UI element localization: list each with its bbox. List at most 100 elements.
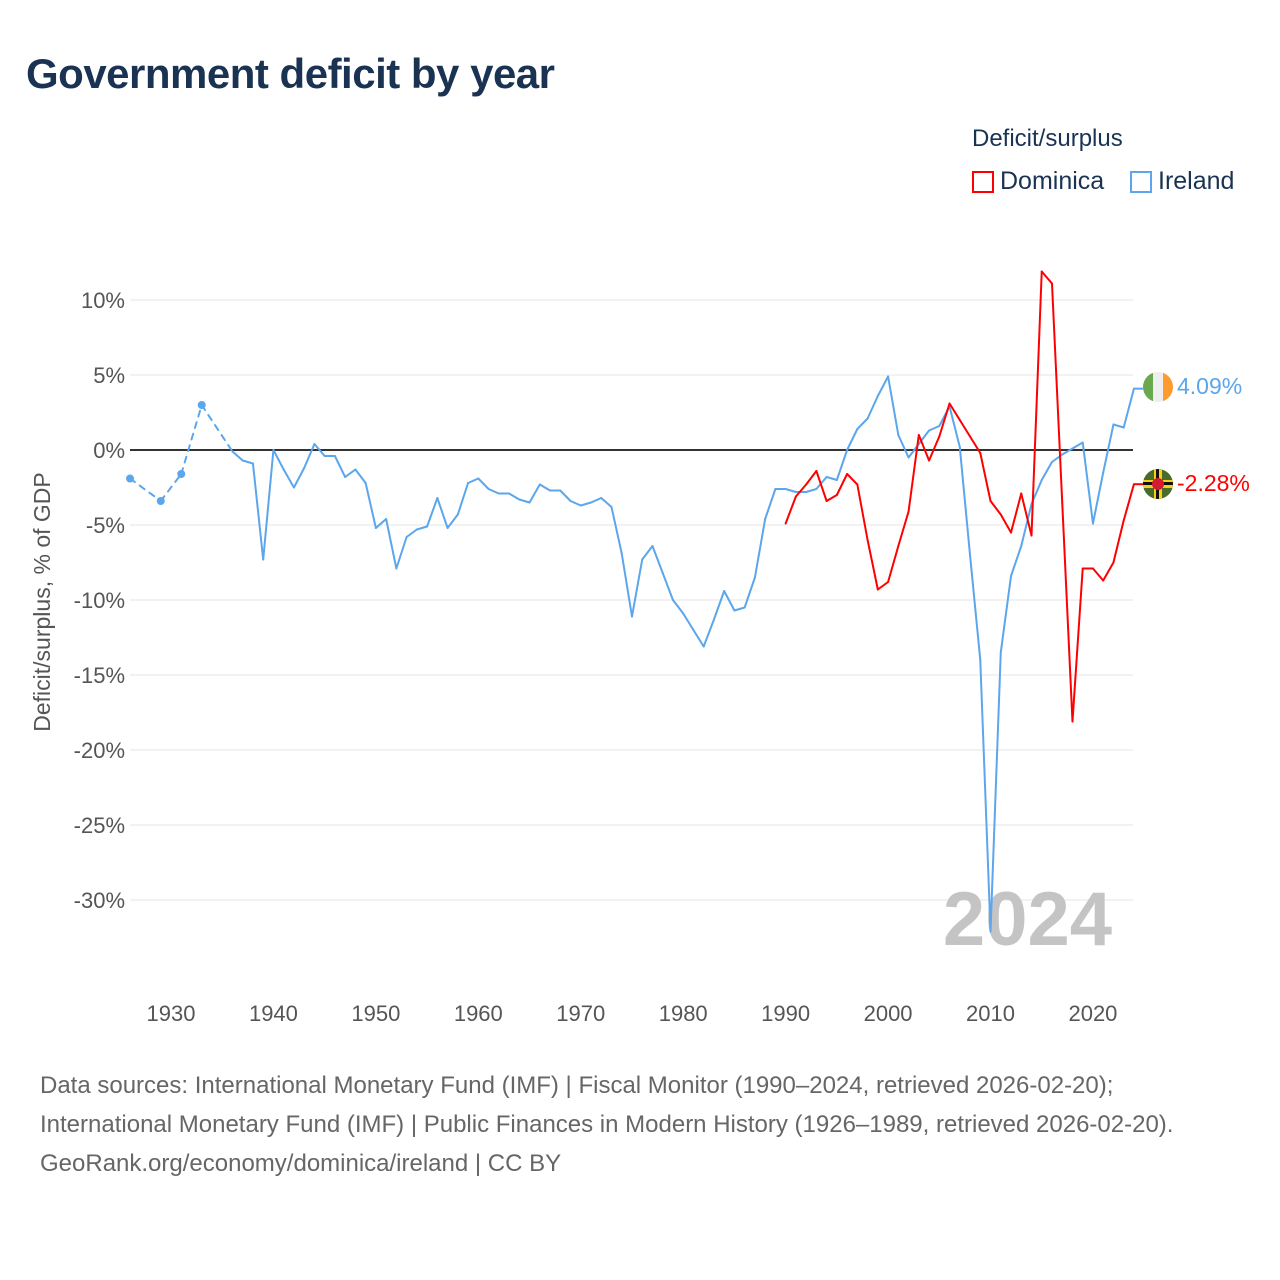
line-segment xyxy=(590,497,603,504)
line-segment xyxy=(231,450,244,462)
line-segment xyxy=(415,525,429,531)
line-segment xyxy=(436,497,449,529)
line-segment xyxy=(723,590,736,612)
line-segment xyxy=(129,477,162,502)
line-segment xyxy=(846,428,859,451)
line-segment xyxy=(907,434,920,513)
ireland-end-label: 4.09% xyxy=(1177,373,1242,399)
x-tick-label: 1940 xyxy=(249,1001,298,1026)
line-segment xyxy=(313,443,326,457)
line-segment xyxy=(651,545,664,574)
line-segment xyxy=(733,606,746,612)
line-segment xyxy=(979,659,992,933)
line-segment xyxy=(897,510,910,547)
legend-item-dominica[interactable]: Dominica xyxy=(972,167,1104,196)
x-tick-label: 1990 xyxy=(761,1001,810,1026)
line-segment xyxy=(641,545,654,561)
line-segment xyxy=(272,449,285,471)
line-segment xyxy=(1040,270,1053,285)
series-ireland xyxy=(126,375,1143,933)
data-point xyxy=(126,474,135,483)
line-segment xyxy=(1030,270,1043,537)
line-segment xyxy=(784,495,797,525)
line-segment xyxy=(579,501,593,507)
line-segment xyxy=(620,552,633,618)
y-axis-label: Deficit/surplus, % of GDP xyxy=(29,472,55,731)
data-sources: Data sources: International Monetary Fun… xyxy=(40,1072,1174,1138)
x-tick-label: 2020 xyxy=(1068,1001,1117,1026)
line-segment xyxy=(948,405,961,448)
line-segment xyxy=(958,446,972,556)
legend-swatch-ireland xyxy=(1130,170,1152,193)
line-segment xyxy=(989,651,1002,933)
dominica-end-label: -2.28% xyxy=(1177,470,1250,496)
line-segment xyxy=(743,576,756,609)
line-segment xyxy=(712,590,726,621)
y-tick-label: -15% xyxy=(74,663,125,688)
line-segment xyxy=(938,402,951,438)
line-segment xyxy=(958,419,972,438)
line-segment xyxy=(856,483,869,541)
line-segment xyxy=(1112,423,1125,429)
line-segment xyxy=(1122,483,1135,522)
line-segment xyxy=(682,612,695,631)
gridlines xyxy=(130,299,1133,901)
line-segment xyxy=(866,395,879,420)
y-tick-label: -20% xyxy=(74,738,125,763)
line-segment xyxy=(600,497,613,508)
line-segment xyxy=(200,404,234,453)
line-segment xyxy=(866,539,879,591)
line-segment xyxy=(333,455,347,478)
line-segment xyxy=(1091,471,1105,525)
line-segment xyxy=(426,497,439,528)
series-lines xyxy=(126,270,1143,933)
line-segment xyxy=(805,488,818,493)
attribution-link[interactable]: GeoRank.org/economy/dominica/ireland | C… xyxy=(40,1150,562,1177)
y-tick-label: 10% xyxy=(81,288,125,313)
line-segment xyxy=(1010,492,1023,534)
line-segment xyxy=(805,470,818,486)
x-tick-label: 1930 xyxy=(147,1001,196,1026)
y-tick-label: -30% xyxy=(74,888,125,913)
line-segment xyxy=(835,473,849,496)
line-segment xyxy=(1071,441,1084,450)
line-segment xyxy=(1122,387,1135,429)
line-segment xyxy=(764,488,777,520)
line-segment xyxy=(405,528,418,538)
line-segment xyxy=(917,434,931,462)
data-point xyxy=(156,497,165,505)
y-tick-label: -5% xyxy=(86,513,125,538)
line-segment xyxy=(825,476,838,481)
line-segment xyxy=(999,575,1013,654)
line-segment xyxy=(354,468,367,484)
line-segment xyxy=(477,477,490,490)
line-segment xyxy=(487,488,500,495)
line-segment xyxy=(1091,567,1105,582)
line-segment xyxy=(876,581,890,591)
y-tick-label: -25% xyxy=(74,813,125,838)
line-segment xyxy=(1112,519,1125,564)
ireland-flag-icon xyxy=(1143,372,1173,402)
line-segment xyxy=(251,462,265,561)
line-segment xyxy=(467,477,480,484)
line-segment xyxy=(856,417,869,430)
line-segment xyxy=(1050,282,1064,504)
line-segment xyxy=(344,468,357,478)
line-segment xyxy=(395,536,408,570)
data-point xyxy=(177,470,186,478)
line-segment xyxy=(887,545,900,583)
line-segment xyxy=(538,483,552,492)
legend-item-ireland[interactable]: Ireland xyxy=(1130,167,1234,196)
dominica-flag-icon xyxy=(1143,469,1173,499)
line-segment xyxy=(262,449,275,561)
line-segment xyxy=(887,375,900,436)
x-tick-label: 2000 xyxy=(864,1001,913,1026)
line-segment xyxy=(518,498,531,504)
line-segment xyxy=(282,468,295,489)
line-segment xyxy=(374,518,388,529)
line-segment xyxy=(159,473,183,502)
line-segment xyxy=(784,488,797,493)
line-segment xyxy=(815,470,828,502)
line-segment xyxy=(508,492,521,501)
line-segment xyxy=(1020,503,1033,547)
